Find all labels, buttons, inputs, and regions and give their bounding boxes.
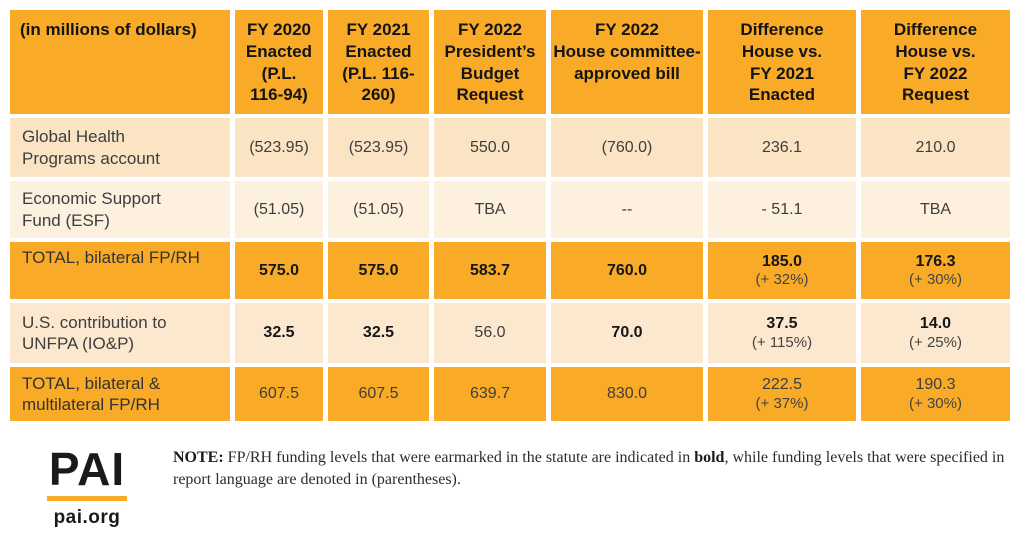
table-row-total-bilateral: TOTAL, bilateral FP/RH 575.0 575.0 583.7… (10, 242, 1010, 299)
footer: PAI pai.org NOTE: FP/RH funding levels t… (47, 445, 1024, 529)
row-label: U.S. contribution to UNFPA (IO&P) (10, 303, 230, 363)
header-cell-diff-vs-fy2022: Difference House vs. FY 2022 Request (861, 10, 1010, 114)
table-cell: (523.95) (328, 118, 429, 177)
table-header-row: (in millions of dollars) FY 2020 Enacted… (10, 10, 1010, 114)
table-cell: 176.3 (+ 30%) (861, 242, 1010, 299)
footnote: NOTE: FP/RH funding levels that were ear… (173, 447, 1021, 529)
header-cell-fy2022-house-bill: FY 2022 House committee- approved bill (551, 10, 703, 114)
units-label: (in millions of dollars) (20, 20, 197, 39)
table-row-unfpa: U.S. contribution to UNFPA (IO&P) 32.5 3… (10, 303, 1010, 363)
pai-logo: PAI pai.org (47, 445, 127, 529)
table-cell: 14.0 (+ 25%) (861, 303, 1010, 363)
table-cell: 56.0 (434, 303, 546, 363)
table-cell: TBA (434, 181, 546, 238)
table-cell: 222.5 (+ 37%) (708, 367, 856, 421)
table-cell: (51.05) (235, 181, 323, 238)
table-cell: - 51.1 (708, 181, 856, 238)
table-cell: (51.05) (328, 181, 429, 238)
table-cell: (523.95) (235, 118, 323, 177)
pai-org-link[interactable]: pai.org (53, 507, 121, 529)
table-cell: 70.0 (551, 303, 703, 363)
table-row-esf: Economic Support Fund (ESF) (51.05) (51.… (10, 181, 1010, 238)
table-cell: 37.5 (+ 115%) (708, 303, 856, 363)
table-cell: 607.5 (235, 367, 323, 421)
table-cell: 32.5 (328, 303, 429, 363)
table-row-global-health: Global Health Programs account (523.95) … (10, 118, 1010, 177)
header-cell-diff-vs-fy2021: Difference House vs. FY 2021 Enacted (708, 10, 856, 114)
footnote-bold-word: bold (694, 449, 725, 466)
pai-logo-underline (47, 496, 127, 502)
footnote-text-2: , while funding levels that were specifi… (173, 449, 1005, 489)
row-label: Global Health Programs account (10, 118, 230, 177)
table-cell: 583.7 (434, 242, 546, 299)
header-cell-fy2022-request: FY 2022 President’s Budget Request (434, 10, 546, 114)
table-cell: 575.0 (328, 242, 429, 299)
pai-logo-text: PAI (48, 443, 126, 495)
header-cell-fy2020-enacted: FY 2020 Enacted (P.L. 116-94) (235, 10, 323, 114)
table-cell: 190.3 (+ 30%) (861, 367, 1010, 421)
table-cell: (760.0) (551, 118, 703, 177)
footnote-note-prefix: NOTE: (173, 449, 224, 466)
table-cell: 236.1 (708, 118, 856, 177)
table-cell: -- (551, 181, 703, 238)
table-cell: 550.0 (434, 118, 546, 177)
table-cell: 575.0 (235, 242, 323, 299)
header-cell-fy2021-enacted: FY 2021 Enacted (P.L. 116- 260) (328, 10, 429, 114)
table-cell: 185.0 (+ 32%) (708, 242, 856, 299)
table-cell: 760.0 (551, 242, 703, 299)
table-cell: 210.0 (861, 118, 1010, 177)
table-cell: 32.5 (235, 303, 323, 363)
table-row-total-bilateral-multilateral: TOTAL, bilateral & multilateral FP/RH 60… (10, 367, 1010, 421)
row-label: Economic Support Fund (ESF) (10, 181, 230, 238)
table-cell: 639.7 (434, 367, 546, 421)
row-label: TOTAL, bilateral & multilateral FP/RH (10, 367, 230, 421)
table-cell: 607.5 (328, 367, 429, 421)
footnote-text-1: FP/RH funding levels that were earmarked… (223, 449, 695, 466)
table-cell: 830.0 (551, 367, 703, 421)
header-cell-units: (in millions of dollars) (10, 10, 230, 114)
table-cell: TBA (861, 181, 1010, 238)
row-label: TOTAL, bilateral FP/RH (10, 242, 230, 299)
